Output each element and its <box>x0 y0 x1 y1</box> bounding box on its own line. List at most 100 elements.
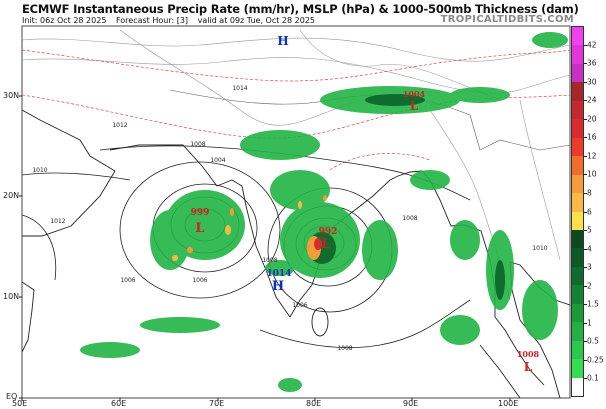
coastlines <box>22 89 570 398</box>
lat-label-20n: 20N <box>3 191 20 200</box>
colorbar-tick <box>584 304 587 306</box>
colorbar-tick <box>584 192 587 194</box>
low-1008-value: 1008 <box>517 349 540 359</box>
isobar-labels: 1006 1008 1006 1004 1008 1006 1010 1012 … <box>32 85 547 352</box>
pressure-systems: 999 L 992 L 1014 H 1004 L 1008 L H <box>191 34 540 374</box>
sri-lanka <box>311 307 329 337</box>
colorbar-tick <box>584 322 587 324</box>
high-1014-value: 1014 <box>266 269 291 279</box>
axis-ticks <box>19 95 511 401</box>
colorbar-segment <box>572 45 583 64</box>
colorbar-tick <box>584 359 587 361</box>
colorbar-segment <box>572 156 583 175</box>
colorbar-label: 2 <box>587 281 592 291</box>
low-999-symbol: L <box>195 221 204 236</box>
colorbar-label: 0.5 <box>587 336 599 346</box>
thickness-lines <box>22 49 570 171</box>
colorbar-label: 12 <box>587 151 597 161</box>
colorbar-label: 30 <box>587 77 597 87</box>
colorbar-tick <box>584 341 587 343</box>
high-1014-symbol: H <box>272 279 284 294</box>
valid-time: valid at 09z Tue, Oct 28 2025 <box>197 16 316 25</box>
colorbar-tick <box>584 174 587 176</box>
high-north-symbol: H <box>277 34 288 48</box>
low-1008-symbol: L <box>524 360 533 374</box>
colorbar-segment <box>572 340 583 360</box>
colorbar-tick <box>584 44 587 46</box>
isobar-label: 1012 <box>112 122 127 129</box>
colorbar-segment <box>572 174 583 194</box>
lat-label-30n: 30N <box>3 91 20 100</box>
colorbar-segment <box>572 285 583 304</box>
colorbar-segment <box>572 63 583 83</box>
colorbar-label: 1 <box>587 318 592 328</box>
colorbar-segment <box>572 119 583 138</box>
colorbar-label: 0.25 <box>587 355 604 365</box>
low-999-value: 999 <box>191 208 210 218</box>
low-992-symbol: L <box>321 237 330 252</box>
colorbar-segment <box>572 248 583 267</box>
colorbar-tick <box>584 211 587 213</box>
lon-label-100e: 100E <box>498 399 519 408</box>
lat-label-10n: 10N <box>3 292 20 301</box>
init-time: Init: 06z Oct 28 2025 <box>22 16 107 25</box>
colorbar-label: 36 <box>587 58 597 68</box>
colorbar-segment <box>572 137 583 157</box>
lon-label-70e: 70E <box>209 399 225 408</box>
colorbar-tick <box>584 63 587 65</box>
precip-colorbar <box>571 26 584 397</box>
isobar-label: 1008 <box>337 345 352 352</box>
colorbar-tick <box>584 81 587 83</box>
isobar-label: 1006 <box>292 302 307 309</box>
africa-horn-coast <box>22 281 35 353</box>
colorbar-segment <box>572 303 583 323</box>
colorbar-segment <box>572 266 583 286</box>
colorbar-segment <box>572 229 583 249</box>
colorbar-label: 0.1 <box>587 373 599 383</box>
isobar-label: 1014 <box>232 85 247 92</box>
colorbar-label: 24 <box>587 95 597 105</box>
colorbar-label: 16 <box>587 132 597 142</box>
precip-heavy <box>172 195 327 261</box>
low-1004-symbol: L <box>410 99 419 113</box>
colorbar-tick <box>584 155 587 157</box>
run-info: Init: 06z Oct 28 2025 Forecast Hour: [3]… <box>22 16 322 25</box>
colorbar-label: 10 <box>587 169 597 179</box>
isobar-label: 1008 <box>190 141 205 148</box>
lat-label-eq: EQ <box>6 392 18 401</box>
lon-label-60e: 60E <box>111 399 127 408</box>
low-1004-value: 1004 <box>403 89 426 99</box>
isobar-label: 1008 <box>402 215 417 222</box>
colorbar-tick <box>584 230 587 232</box>
map-title: ECMWF Instantaneous Precip Rate (mm/hr),… <box>22 2 579 16</box>
colorbar-segment <box>572 359 583 378</box>
isobar-label: 1010 <box>32 167 47 174</box>
lon-label-80e: 80E <box>306 399 322 408</box>
colorbar-tick <box>584 248 587 250</box>
colorbar-label: 20 <box>587 114 597 124</box>
colorbar-label: 1.5 <box>587 299 599 309</box>
colorbar-label: 8 <box>587 188 592 198</box>
isobar-label: 1008 <box>262 257 277 264</box>
colorbar-segment <box>572 377 583 397</box>
colorbar-segment <box>572 322 583 341</box>
colorbar-tick <box>584 378 587 380</box>
colorbar-segment <box>572 211 583 230</box>
colorbar-label: 5 <box>587 225 592 235</box>
colorbar-tick <box>584 118 587 120</box>
colorbar-segment <box>572 100 583 120</box>
colorbar-tick <box>584 137 587 139</box>
low-992-value: 992 <box>319 227 338 237</box>
colorbar-tick <box>584 100 587 102</box>
pakistan-india-west-coast <box>109 144 291 318</box>
isobar-label: 1010 <box>532 245 547 252</box>
forecast-hour: Forecast Hour: [3] <box>115 16 189 25</box>
colorbar-label: 4 <box>587 244 592 254</box>
colorbar-label: 42 <box>587 40 597 50</box>
colorbar-segment <box>572 193 583 212</box>
colorbar-segment <box>572 82 583 101</box>
isobar-label: 1006 <box>120 277 135 284</box>
arabia-coast <box>22 109 116 237</box>
lon-label-50e: 50E <box>12 399 28 408</box>
